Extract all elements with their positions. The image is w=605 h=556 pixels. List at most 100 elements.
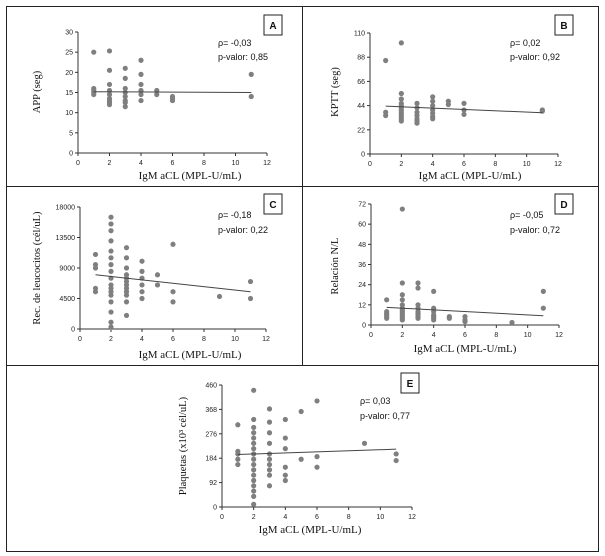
y-tick-label: 4500 (59, 296, 75, 303)
data-point (235, 456, 241, 462)
pvalue-annotation: p-valor: 0,22 (218, 225, 268, 235)
y-tick-label: 44 (357, 103, 365, 110)
data-point (398, 118, 404, 124)
data-point (247, 295, 254, 302)
y-tick-label: 184 (205, 456, 217, 463)
data-point (122, 93, 128, 100)
data-point (461, 100, 467, 106)
data-point (251, 488, 257, 494)
data-point (266, 440, 273, 446)
data-point (251, 440, 257, 446)
y-tick-label: 9000 (59, 266, 75, 273)
x-tick-label: 0 (220, 514, 224, 521)
y-tick-label: 48 (358, 242, 366, 249)
y-tick-label: 30 (65, 30, 73, 37)
data-point (108, 319, 114, 325)
data-point (540, 305, 546, 311)
data-point (266, 406, 273, 412)
data-point (122, 104, 128, 110)
data-point (314, 454, 320, 460)
x-tick-label: 4 (140, 336, 144, 343)
y-tick-label: 13500 (56, 235, 76, 242)
data-point (461, 107, 467, 113)
x-axis-label: IgM aCL (MPL-U/mL) (139, 349, 242, 361)
data-point (139, 282, 145, 288)
panel-label-box (554, 14, 574, 36)
data-point (414, 120, 420, 126)
x-tick-label: 8 (493, 161, 497, 168)
data-point (251, 416, 257, 423)
y-axis-label: APP (seg) (32, 70, 43, 113)
data-point (170, 299, 176, 305)
data-point (138, 91, 144, 98)
data-point (108, 309, 114, 315)
data-point (251, 456, 257, 462)
data-point (122, 89, 128, 96)
data-point (170, 289, 176, 295)
data-point (399, 317, 405, 323)
data-point (108, 238, 114, 244)
panel-label: D (560, 200, 567, 211)
data-point (139, 268, 145, 274)
trend-line (95, 274, 251, 293)
pvalue-annotation: p-valor: 0,85 (218, 52, 268, 62)
panel-label: E (407, 379, 414, 390)
x-tick-label: 10 (524, 332, 532, 339)
panel-label: B (560, 21, 567, 32)
data-point (430, 98, 436, 104)
data-point (298, 408, 304, 415)
data-point (314, 464, 320, 470)
data-point (399, 280, 405, 286)
x-axis-label: IgM aCL (MPL-U/mL) (414, 343, 517, 355)
y-tick-label: 66 (357, 79, 365, 86)
data-point (415, 285, 421, 291)
data-point (251, 435, 257, 441)
data-point (415, 280, 421, 286)
y-tick-label: 18000 (56, 205, 76, 212)
x-tick-label: 10 (376, 514, 384, 521)
data-point (106, 67, 113, 73)
x-tick-label: 6 (463, 332, 467, 339)
data-point (399, 297, 405, 303)
data-point (123, 292, 130, 298)
data-point (235, 422, 241, 428)
data-point (266, 430, 273, 436)
data-point (108, 255, 114, 261)
data-point (251, 461, 257, 468)
data-point (282, 464, 288, 470)
y-tick-label: 15 (65, 90, 73, 97)
y-tick-label: 0 (71, 327, 75, 334)
panel-label: C (269, 200, 276, 211)
panel-label-box (263, 14, 283, 36)
data-point (138, 71, 144, 77)
chart-panel-c: 0 2 4 6 8 10 12 0 4500 9000 13500 18000 IgM aCL (MPL… (32, 193, 283, 361)
data-point (251, 501, 257, 507)
data-point (247, 278, 254, 285)
data-point (282, 472, 288, 478)
chart-panel-e: 0 2 4 6 8 10 12 0 92 184 276 368 460 IgM aCL (MPL-U/m… (178, 372, 420, 536)
y-axis-label: Relación N/L (330, 238, 341, 295)
x-tick-label: 0 (368, 161, 372, 168)
y-tick-label: 0 (69, 151, 73, 158)
data-point (540, 288, 546, 294)
data-point (91, 91, 97, 98)
y-tick-label: 368 (205, 407, 217, 414)
rho-annotation: ρ= 0,03 (360, 396, 390, 406)
data-point (384, 315, 390, 321)
data-point (298, 456, 304, 462)
data-point (266, 456, 273, 462)
data-point (170, 241, 176, 247)
data-point (108, 299, 114, 305)
data-point (266, 472, 273, 478)
data-point (216, 293, 223, 300)
y-tick-label: 24 (358, 282, 366, 289)
data-point (248, 93, 254, 100)
data-point (266, 461, 273, 468)
data-point (383, 112, 389, 119)
chart-panel-a: 0 2 4 6 8 10 12 0 5 10 15 20 25 30 IgM aCL (MPL-U/mL) A… (32, 14, 283, 182)
x-tick-label: 2 (399, 161, 403, 168)
data-point (314, 398, 320, 404)
data-point (446, 315, 452, 321)
data-point (251, 483, 257, 489)
data-point (282, 416, 288, 423)
